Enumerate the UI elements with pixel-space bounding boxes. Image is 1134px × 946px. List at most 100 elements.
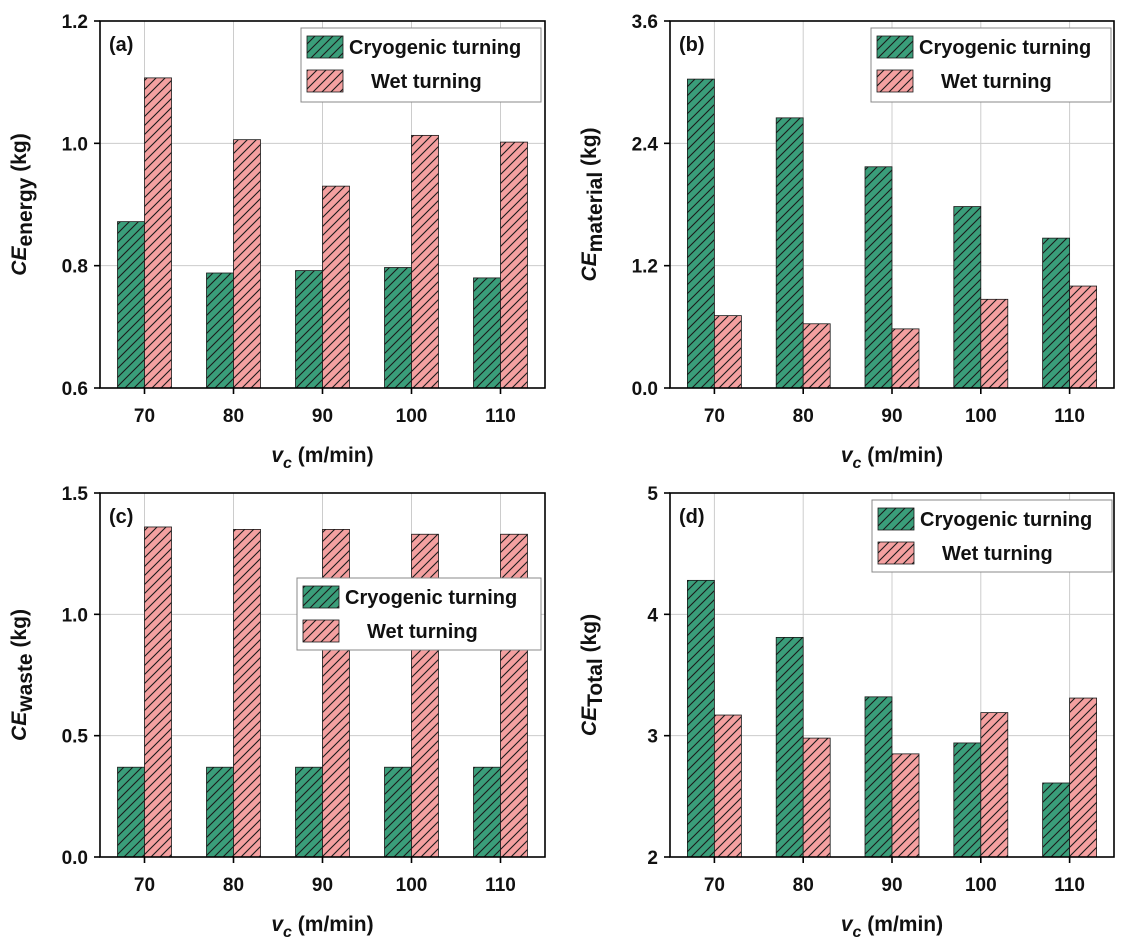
bar-wet-110: [1069, 697, 1097, 858]
legend-swatch-wet: [302, 619, 340, 643]
bar-cryogenic-90: [295, 270, 323, 389]
bar-cryogenic-70: [117, 766, 145, 858]
bar-wet-90: [891, 328, 920, 389]
x-tick-label: 100: [965, 406, 997, 427]
chart-panel-3: 0.0 0.5 1.0 1.5 70 80 90 100 110 vc (m/min) CEwast…: [8, 484, 546, 941]
x-tick-label: 80: [793, 875, 814, 896]
y-tick-label: 0.8: [62, 257, 88, 278]
bar-cryogenic-100: [953, 742, 982, 858]
legend-swatch-wet: [877, 541, 915, 565]
chart-panel-4: 2 3 4 5 70 80 90 100 110 vc (m/min) CETotal (kg) (d…: [578, 484, 1115, 941]
legend-swatch-wet: [876, 69, 914, 93]
bar-cryogenic-100: [384, 766, 412, 858]
x-tick-label: 70: [704, 875, 725, 896]
bar-cryogenic-70: [687, 579, 715, 858]
x-tick-label: 80: [793, 406, 814, 427]
legend-label-cryogenic: Cryogenic turning: [920, 509, 1092, 531]
x-tick-label: 100: [396, 875, 428, 896]
bar-wet-80: [802, 323, 831, 389]
y-tick-label: 0.0: [632, 379, 658, 400]
bar-wet-90: [322, 185, 350, 389]
legend-label-wet: Wet turning: [941, 71, 1052, 93]
panel-label: (d): [679, 506, 705, 528]
bar-wet-110: [500, 141, 528, 389]
bar-cryogenic-90: [864, 696, 893, 858]
y-tick-label: 0.0: [62, 848, 88, 869]
panel-label: (a): [109, 34, 133, 56]
legend-swatch-cryogenic: [302, 585, 340, 609]
legend-swatch-wet: [306, 69, 344, 93]
legend-label-cryogenic: Cryogenic turning: [349, 37, 521, 59]
bar-wet-100: [980, 712, 1009, 858]
bar-wet-70: [144, 526, 172, 858]
x-tick-label: 110: [1054, 875, 1085, 896]
y-tick-label: 1.0: [62, 134, 88, 155]
x-tick-label: 90: [881, 875, 902, 896]
bar-wet-110: [1069, 285, 1097, 389]
y-axis-title: CETotal (kg): [578, 614, 607, 736]
bar-wet-70: [144, 77, 172, 389]
bar-wet-100: [980, 298, 1009, 389]
y-axis-title: CEenergy (kg): [8, 133, 37, 275]
bar-wet-90: [891, 753, 920, 858]
bar-cryogenic-90: [295, 766, 323, 858]
x-tick-label: 110: [485, 875, 516, 896]
y-tick-label: 1.0: [62, 605, 88, 626]
legend-label-cryogenic: Cryogenic turning: [919, 37, 1091, 59]
panel-label: (b): [679, 34, 705, 56]
x-axis-title: vc (m/min): [271, 913, 373, 941]
legend: Cryogenic turning Wet turning: [296, 577, 542, 651]
x-tick-label: 110: [1054, 406, 1085, 427]
panel-label: (c): [109, 506, 133, 528]
bar-cryogenic-100: [953, 206, 982, 389]
bar-cryogenic-110: [473, 277, 501, 389]
legend: Cryogenic turning Wet turning: [870, 27, 1112, 103]
x-tick-label: 90: [881, 406, 902, 427]
x-axis-title: vc (m/min): [841, 913, 943, 941]
x-tick-label: 100: [965, 875, 997, 896]
chart-panel-2: 0.0 1.2 2.4 3.6 70 80 90 100 110 vc (m/min) CEmate…: [578, 12, 1115, 472]
bar-cryogenic-90: [864, 166, 893, 389]
y-tick-label: 3.6: [632, 12, 658, 33]
y-tick-label: 2.4: [632, 134, 659, 155]
x-tick-label: 110: [485, 406, 516, 427]
x-axis-title: vc (m/min): [841, 444, 943, 472]
y-tick-label: 1.5: [62, 484, 89, 505]
y-tick-label: 0.5: [62, 727, 89, 748]
y-tick-label: 1.2: [632, 257, 658, 278]
bar-wet-80: [802, 737, 831, 858]
legend-swatch-cryogenic: [306, 35, 344, 59]
bar-cryogenic-80: [206, 272, 234, 389]
y-tick-label: 2: [647, 848, 658, 869]
bar-cryogenic-100: [384, 267, 412, 389]
bar-cryogenic-110: [1042, 782, 1070, 858]
legend-label-cryogenic: Cryogenic turning: [345, 587, 517, 609]
bar-cryogenic-70: [117, 221, 145, 389]
legend: Cryogenic turning Wet turning: [300, 27, 542, 103]
bar-wet-70: [714, 714, 742, 858]
x-tick-label: 70: [704, 406, 725, 427]
bar-wet-80: [233, 529, 261, 858]
legend-label-wet: Wet turning: [371, 71, 482, 93]
x-tick-label: 100: [396, 406, 428, 427]
x-tick-label: 80: [223, 875, 244, 896]
chart-panel-1: 0.6 0.8 1.0 1.2 70 80 90 100 110 vc (m/min) CEener…: [8, 12, 546, 472]
y-tick-label: 0.6: [62, 379, 88, 400]
legend-label-wet: Wet turning: [367, 621, 478, 643]
bar-wet-80: [233, 139, 261, 389]
x-tick-label: 70: [134, 875, 155, 896]
x-tick-label: 90: [312, 406, 333, 427]
x-tick-label: 70: [134, 406, 155, 427]
bar-cryogenic-80: [775, 636, 804, 858]
bar-cryogenic-70: [687, 78, 715, 389]
y-axis-title: CEwaste (kg): [8, 609, 37, 741]
legend-swatch-cryogenic: [877, 507, 915, 531]
bar-cryogenic-110: [1042, 237, 1070, 389]
y-axis-title: CEmaterial (kg): [578, 127, 607, 281]
x-tick-label: 90: [312, 875, 333, 896]
legend: Cryogenic turning Wet turning: [871, 499, 1113, 573]
y-tick-label: 4: [647, 605, 658, 626]
legend-label-wet: Wet turning: [942, 543, 1053, 565]
y-tick-label: 5: [647, 484, 658, 505]
